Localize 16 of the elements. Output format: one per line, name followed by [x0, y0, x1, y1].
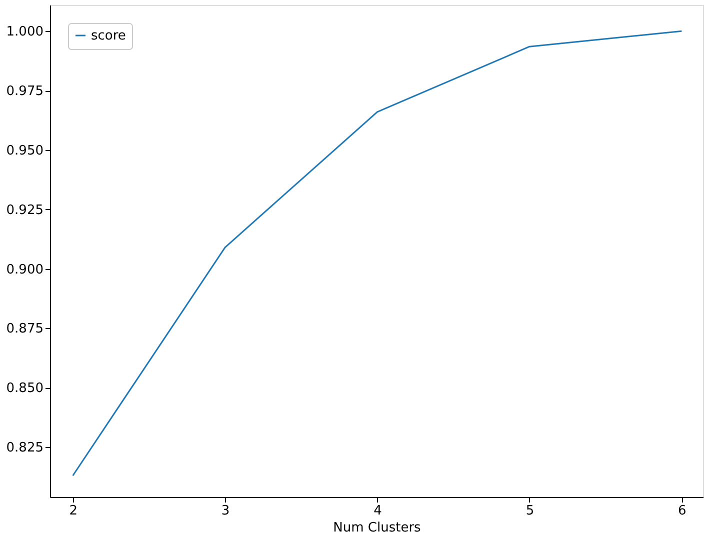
y-tick-label: 1.000: [6, 24, 44, 40]
y-tick-label: 0.925: [6, 202, 44, 218]
y-tick-label: 0.975: [6, 84, 44, 100]
y-tick-label: 0.850: [6, 381, 44, 396]
y-tick-label: 0.950: [6, 143, 44, 158]
y-tick-label: 0.875: [6, 322, 44, 337]
x-tick-label: 6: [678, 504, 686, 518]
y-tick-label: 0.825: [6, 440, 44, 456]
x-tick-label: 3: [221, 504, 230, 518]
line-series: [72, 30, 682, 476]
x-tick-label: 2: [69, 504, 78, 518]
y-tick-label: 0.900: [6, 262, 44, 278]
x-axis-title: Num Clusters: [333, 520, 422, 536]
legend-label: score: [91, 28, 126, 44]
x-tick-label: 4: [374, 504, 382, 518]
x-tick-label: 5: [526, 504, 534, 518]
